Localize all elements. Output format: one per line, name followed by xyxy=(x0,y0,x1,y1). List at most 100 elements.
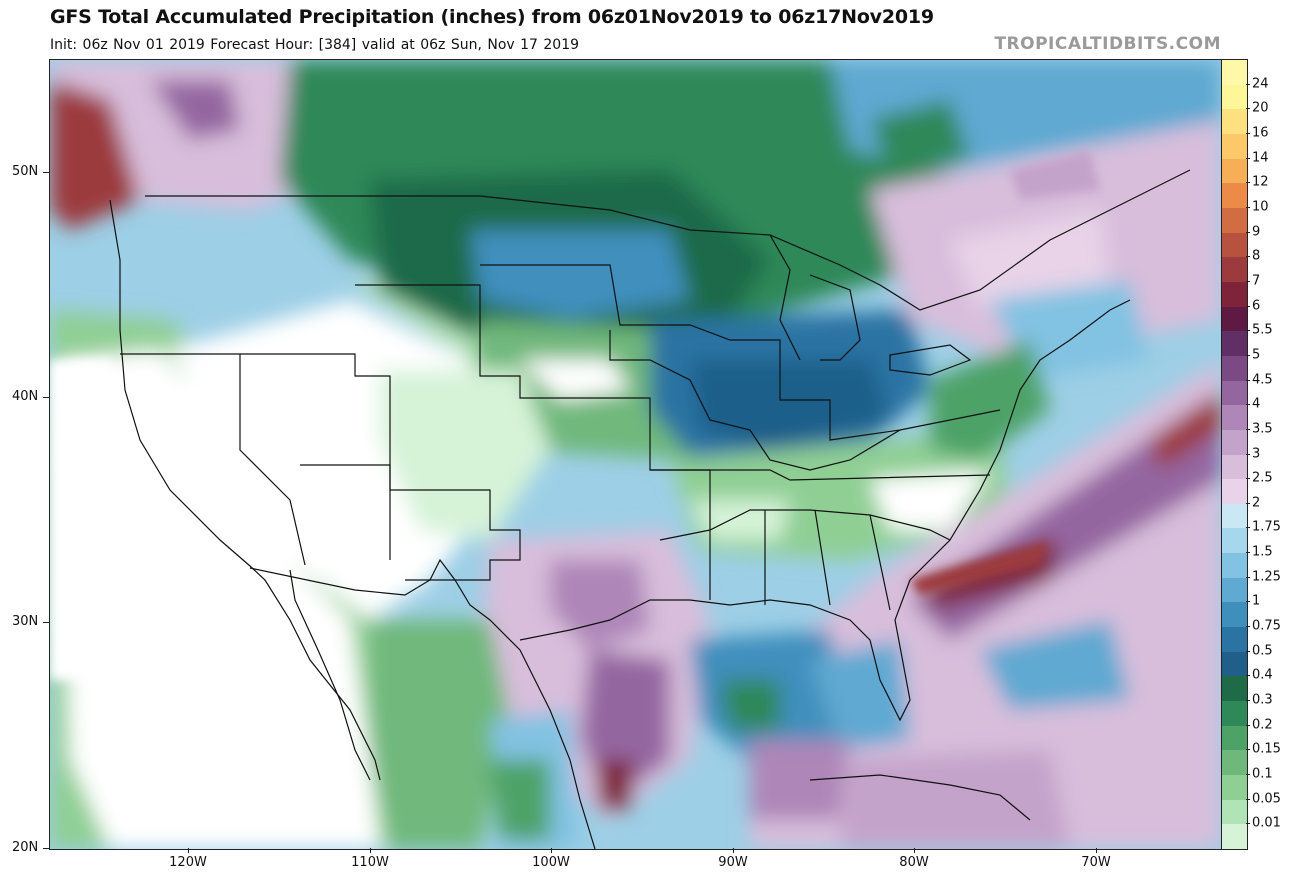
colorbar-tick xyxy=(1246,601,1250,603)
colorbar-tick xyxy=(1246,404,1250,406)
colorbar-tick xyxy=(1246,256,1250,258)
colorbar-box xyxy=(1222,725,1247,751)
map-canvas xyxy=(50,60,1221,849)
colorbar-box xyxy=(1222,232,1247,258)
colorbar-tick xyxy=(1246,749,1250,751)
colorbar-box xyxy=(1222,84,1247,110)
lon-tick xyxy=(551,848,552,853)
colorbar-label: 12 xyxy=(1252,174,1269,190)
colorbar-label: 1.25 xyxy=(1252,569,1281,585)
colorbar-tick xyxy=(1246,280,1250,282)
colorbar-box xyxy=(1222,454,1247,480)
colorbar-tick xyxy=(1246,478,1250,480)
colorbar-box xyxy=(1222,577,1247,603)
precip-field xyxy=(50,60,1221,849)
lon-label-100w: 100W xyxy=(532,855,570,870)
colorbar-label: 1 xyxy=(1252,593,1261,609)
colorbar-tick xyxy=(1246,83,1250,85)
colorbar-tick xyxy=(1246,182,1250,184)
colorbar-tick xyxy=(1246,724,1250,726)
lat-tick xyxy=(43,848,49,849)
colorbar-label: 0.4 xyxy=(1252,667,1273,683)
colorbar-box xyxy=(1222,158,1247,184)
colorbar-label: 3.5 xyxy=(1252,421,1273,437)
lon-tick xyxy=(188,848,189,853)
colorbar-tick xyxy=(1246,231,1250,233)
colorbar-label: 0.1 xyxy=(1252,766,1273,782)
colorbar-tick xyxy=(1246,675,1250,677)
colorbar-label: 1.75 xyxy=(1252,519,1281,535)
lon-label-120w: 120W xyxy=(169,855,207,870)
colorbar-box xyxy=(1222,528,1247,554)
lat-label-20n: 20N xyxy=(12,840,39,855)
colorbar-box xyxy=(1222,775,1247,800)
colorbar-label: 0.75 xyxy=(1252,618,1281,634)
colorbar-label: 7 xyxy=(1252,273,1261,289)
colorbar-label: 8 xyxy=(1252,248,1261,264)
colorbar-box xyxy=(1222,503,1247,529)
colorbar-box xyxy=(1222,479,1247,504)
colorbar-tick xyxy=(1246,206,1250,208)
colorbar-tick xyxy=(1246,700,1250,702)
colorbar-tick xyxy=(1246,305,1250,307)
colorbar-box xyxy=(1222,133,1247,159)
colorbar-label: 0.5 xyxy=(1252,643,1273,659)
colorbar-label: 2.5 xyxy=(1252,470,1273,486)
colorbar-tick xyxy=(1246,132,1250,134)
colorbar-box xyxy=(1222,750,1247,776)
colorbar-tick xyxy=(1246,527,1250,529)
colorbar-box xyxy=(1222,701,1247,726)
lat-tick xyxy=(43,397,49,398)
colorbar-label: 0.05 xyxy=(1252,791,1281,807)
colorbar-tick xyxy=(1246,330,1250,332)
colorbar-label: 14 xyxy=(1252,150,1269,166)
lon-tick xyxy=(370,848,371,853)
lon-tick xyxy=(733,848,734,853)
colorbar-tick xyxy=(1246,157,1250,159)
coastlines-and-borders xyxy=(109,169,1191,849)
colorbar-label: 10 xyxy=(1252,199,1269,215)
colorbar-label: 0.01 xyxy=(1252,815,1281,831)
map-title: GFS Total Accumulated Precipitation (inc… xyxy=(50,6,934,28)
precip-colorbar xyxy=(1221,59,1248,850)
lat-label-40n: 40N xyxy=(12,389,39,404)
colorbar-tick xyxy=(1246,354,1250,356)
colorbar-label: 16 xyxy=(1252,125,1269,141)
colorbar-box xyxy=(1222,799,1247,825)
colorbar-tick xyxy=(1246,774,1250,776)
brand-logo-text: TROPICALTIDBITS.COM xyxy=(994,34,1221,54)
lon-tick xyxy=(914,848,915,853)
lat-tick xyxy=(43,622,49,623)
colorbar-box xyxy=(1222,183,1247,208)
colorbar-box xyxy=(1222,306,1247,332)
colorbar-box xyxy=(1222,553,1247,578)
colorbar-label: 9 xyxy=(1252,224,1261,240)
colorbar-tick xyxy=(1246,798,1250,800)
colorbar-box xyxy=(1222,824,1247,849)
colorbar-tick xyxy=(1246,650,1250,652)
colorbar-tick xyxy=(1246,108,1250,110)
colorbar-box xyxy=(1222,257,1247,282)
colorbar-tick xyxy=(1246,626,1250,628)
colorbar-box xyxy=(1222,60,1247,85)
colorbar-tick xyxy=(1246,552,1250,554)
colorbar-tick xyxy=(1246,453,1250,455)
lat-tick xyxy=(43,172,49,173)
lon-label-90w: 90W xyxy=(718,855,748,870)
lat-label-50n: 50N xyxy=(12,164,39,179)
precipitation-map xyxy=(49,59,1222,850)
colorbar-label: 0.3 xyxy=(1252,692,1273,708)
colorbar-box xyxy=(1222,602,1247,628)
colorbar-label: 5 xyxy=(1252,347,1261,363)
lon-label-80w: 80W xyxy=(899,855,929,870)
colorbar-label: 3 xyxy=(1252,446,1261,461)
colorbar-box xyxy=(1222,355,1247,381)
colorbar-tick xyxy=(1246,823,1250,825)
precip-detail xyxy=(50,150,1100,680)
colorbar-label: 20 xyxy=(1252,100,1269,116)
colorbar-label: 4 xyxy=(1252,396,1261,412)
colorbar-box xyxy=(1222,109,1247,134)
colorbar-label: 5.5 xyxy=(1252,322,1273,338)
colorbar-box xyxy=(1222,651,1247,677)
lon-tick xyxy=(1096,848,1097,853)
